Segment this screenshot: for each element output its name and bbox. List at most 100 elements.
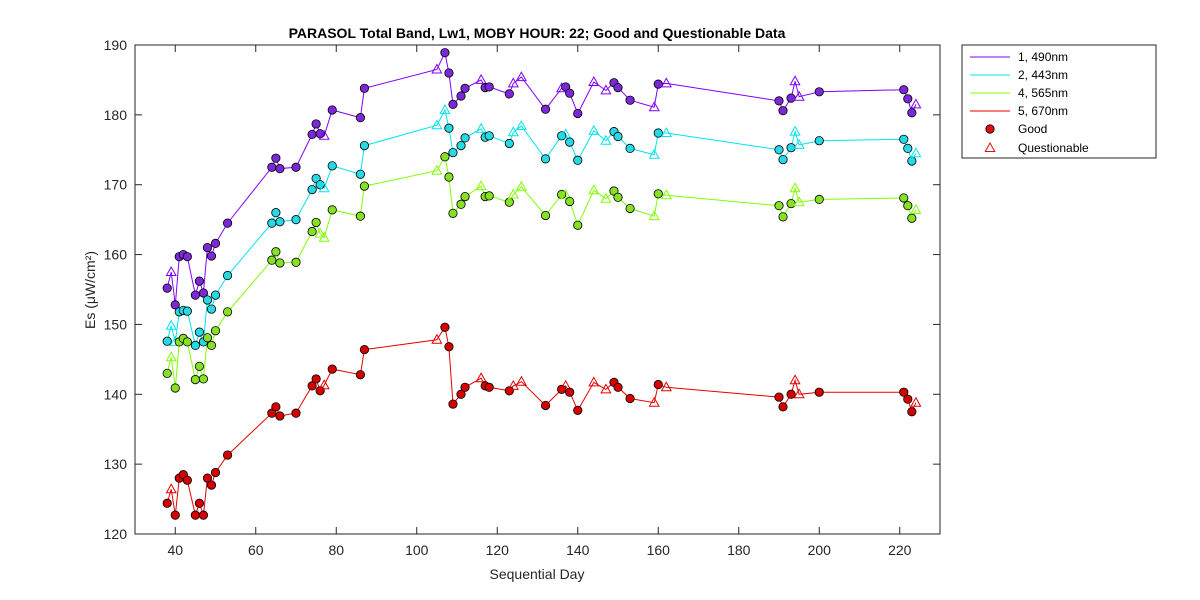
questionable-point (660, 77, 672, 88)
good-point (448, 147, 458, 158)
good-point (291, 408, 301, 418)
x-axis: 40 60 80 100 120 140 160 180 200 220 (167, 45, 912, 558)
questionable-point (515, 375, 527, 386)
good-point (484, 191, 494, 201)
good-point (448, 208, 458, 218)
good-point (814, 136, 824, 146)
legend-label: 5, 670nm (1018, 104, 1068, 118)
good-point (210, 467, 221, 478)
questionable-point (600, 192, 612, 203)
good-point (170, 510, 180, 520)
series-markers (162, 48, 922, 520)
questionable-point (507, 379, 519, 390)
questionable-point (560, 128, 572, 139)
questionable-point (793, 388, 805, 399)
good-point (202, 333, 213, 343)
questionable-point (789, 182, 801, 193)
good-point (613, 131, 623, 142)
good-point (448, 399, 458, 409)
good-point (194, 276, 204, 286)
good-point (194, 361, 204, 371)
good-point (653, 189, 663, 199)
good-point (222, 218, 233, 228)
good-point (903, 94, 913, 104)
good-point (307, 129, 317, 140)
questionable-point (793, 196, 805, 207)
good-point (222, 450, 233, 460)
good-point (267, 162, 277, 172)
legend: 1, 490nm 2, 443nm 4, 565nm 5, 670nm Good Ques… (961, 44, 1157, 159)
questionable-point (475, 73, 487, 84)
good-point (444, 68, 454, 78)
good-point (903, 143, 913, 153)
good-point (194, 327, 204, 337)
questionable-point (789, 75, 801, 86)
good-point (210, 238, 221, 248)
x-tick-label: 140 (566, 542, 590, 558)
good-point (774, 145, 784, 155)
questionable-point (507, 126, 519, 137)
good-point (162, 498, 172, 508)
good-point (210, 290, 221, 300)
good-point (774, 96, 784, 106)
good-point (182, 306, 192, 316)
good-point (291, 215, 301, 225)
good-point (444, 342, 454, 352)
good-point (291, 162, 301, 172)
good-point (202, 242, 213, 253)
good-point (327, 161, 337, 171)
good-point (440, 48, 450, 58)
questionable-point (318, 379, 330, 390)
good-point (206, 340, 217, 350)
questionable-point (648, 148, 660, 159)
questionable-point (793, 90, 805, 101)
good-point (202, 473, 213, 483)
good-point (456, 389, 466, 399)
questionable-point (431, 119, 443, 130)
questionable-point (475, 372, 487, 383)
legend-label: 4, 565nm (1018, 86, 1068, 100)
y-axis-label: Es (μW/cm²) (82, 251, 98, 329)
good-point (504, 138, 514, 149)
good-point (899, 85, 909, 95)
good-point (786, 143, 796, 153)
questionable-point (793, 138, 805, 149)
good-point (786, 389, 796, 399)
good-point (170, 300, 180, 310)
questionable-point (515, 180, 527, 191)
questionable-point (318, 182, 330, 193)
good-point (359, 344, 370, 355)
good-point (504, 89, 514, 99)
good-point (222, 270, 233, 281)
good-point (565, 387, 575, 397)
good-point (271, 153, 281, 163)
good-point (456, 199, 466, 209)
good-point (778, 154, 788, 165)
good-point (291, 257, 301, 267)
good-point (903, 394, 913, 404)
plot-area (134, 44, 941, 535)
good-point (778, 212, 788, 222)
y-tick-label: 160 (104, 247, 128, 263)
good-point (613, 382, 623, 392)
good-point (311, 119, 321, 129)
good-point (484, 382, 494, 392)
good-point (206, 480, 217, 490)
questionable-point (165, 483, 177, 494)
legend-label: Good (1018, 122, 1047, 136)
good-point (170, 383, 180, 393)
y-axis: 120 130 140 150 160 170 180 190 (104, 37, 940, 542)
questionable-point (439, 103, 451, 114)
x-tick-label: 160 (647, 542, 671, 558)
good-point (565, 137, 575, 147)
questionable-point (660, 126, 672, 137)
good-point (206, 251, 217, 261)
questionable-point (431, 164, 443, 175)
good-point (198, 288, 209, 298)
legend-box (961, 44, 1157, 159)
questionable-point (648, 396, 660, 407)
y-tick-label: 140 (104, 386, 128, 402)
y-tick-label: 130 (104, 456, 128, 472)
questionable-point (165, 351, 177, 362)
questionable-point (475, 122, 487, 133)
